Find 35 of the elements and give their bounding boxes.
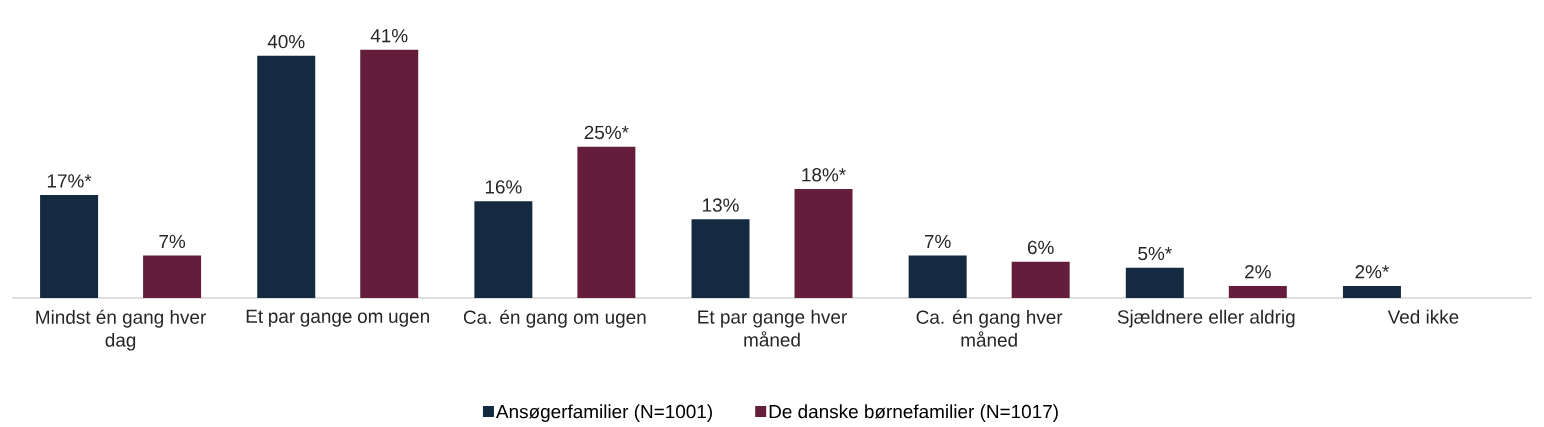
x-tick-label: Et par gange om ugen [246, 309, 429, 327]
x-tick-label: Mindst én gang hver dag [36, 309, 206, 351]
x-tick-label: Sjældnere eller aldrig [1117, 309, 1295, 328]
data-label: 2% [1245, 265, 1271, 279]
data-label: 17%* [47, 174, 92, 188]
data-label: 16% [485, 180, 522, 194]
x-tick-label: Ca. én gang hver måned [916, 309, 1063, 347]
data-label: 7% [159, 234, 186, 249]
bar [360, 49, 419, 298]
x-tick-label: Ca. én gang om ugen [463, 309, 646, 328]
bar [474, 201, 533, 298]
data-label: 5%* [1138, 246, 1172, 261]
data-label: 6% [1027, 240, 1054, 255]
bar [908, 255, 967, 298]
data-label: 25%* [584, 125, 629, 140]
bar [1011, 261, 1070, 298]
data-label: 2%* [1355, 265, 1389, 279]
data-label: 7% [924, 234, 951, 249]
bar [143, 255, 202, 298]
bar [1125, 267, 1184, 298]
data-label: 18%* [802, 168, 846, 182]
bar [40, 195, 99, 298]
bar [257, 55, 316, 298]
bar [577, 146, 636, 298]
data-label: 13% [703, 198, 739, 212]
bar [794, 189, 853, 298]
x-tick-label: Et par gange hver måned [698, 309, 847, 347]
data-label: 40% [267, 34, 305, 49]
data-label: 41% [370, 29, 408, 43]
legend-label: Ansøgerfamilier (N=1001) [495, 404, 712, 423]
x-tick-label: Ved ikke [1387, 309, 1459, 324]
bar [1342, 285, 1401, 298]
bar [691, 219, 750, 298]
bar [1228, 285, 1287, 298]
legend-label: De danske børnefamilier (N=1017) [769, 404, 1058, 423]
